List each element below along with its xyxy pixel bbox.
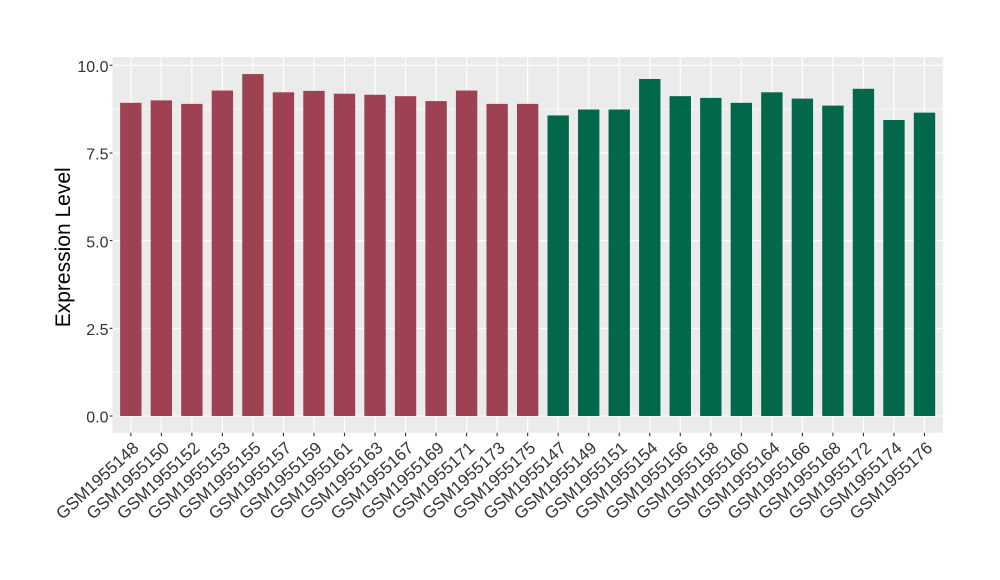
svg-text:0.0: 0.0 bbox=[86, 410, 108, 427]
svg-text:2.5: 2.5 bbox=[86, 322, 108, 339]
svg-text:7.5: 7.5 bbox=[86, 147, 108, 164]
svg-text:10.0: 10.0 bbox=[77, 59, 108, 76]
svg-text:Expression Level: Expression Level bbox=[52, 167, 75, 327]
svg-text:5.0: 5.0 bbox=[86, 234, 108, 251]
